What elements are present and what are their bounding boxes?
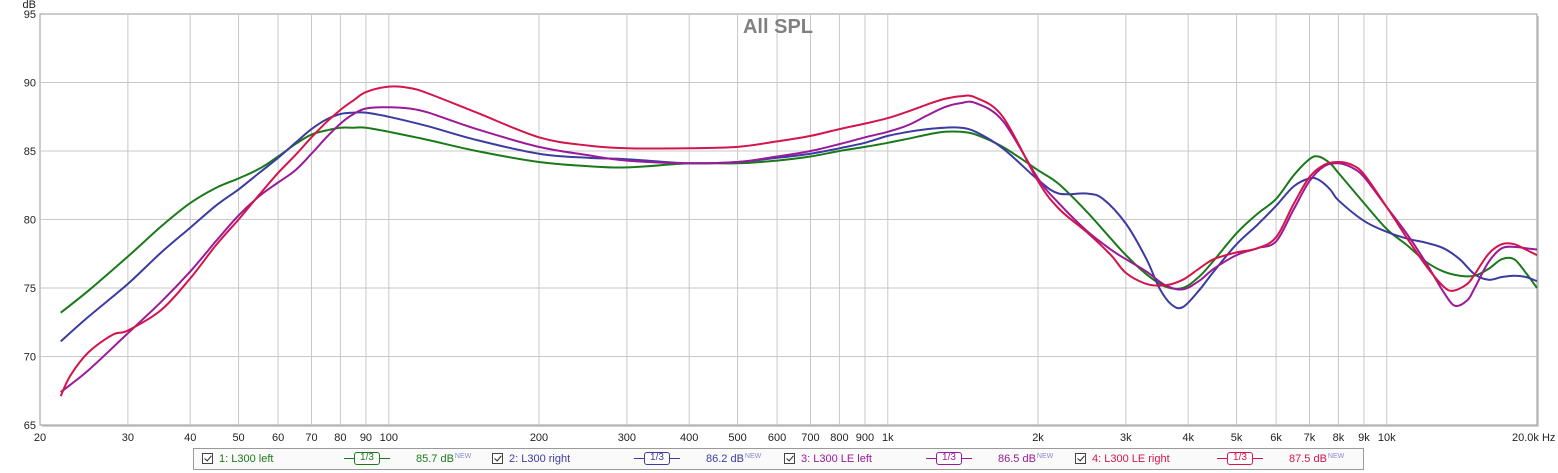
series-lines: [59, 85, 1538, 397]
y-tick-label: 70: [24, 352, 36, 364]
y-tick-label: 85: [24, 146, 36, 158]
x-tick-label: 20: [34, 432, 46, 444]
spl-chart[interactable]: 65 70 75 80 85 90 95 20 30 40 50 60 70 80 90 100 200 300 4…: [0, 0, 1558, 448]
legend-label-2: 2: L300 right: [509, 453, 571, 465]
legend-label-3: 3: L300 LE left: [801, 453, 872, 465]
legend-level-2: 86.2 dBNEW: [706, 453, 761, 465]
x-tick-label: 20.0k Hz: [1512, 432, 1555, 444]
x-tick-label: 9k: [1358, 432, 1370, 444]
smoothing-button-2[interactable]: 1/3: [634, 452, 680, 465]
x-tick-label: 300: [618, 432, 636, 444]
level-value-4: 87.5 dB: [1289, 453, 1327, 465]
y-tick-label: 95: [24, 9, 36, 21]
smoothing-button-1[interactable]: 1/3: [344, 452, 390, 465]
legend-label-4: 4: L300 LE right: [1092, 453, 1170, 465]
x-tick-label: 100: [380, 432, 398, 444]
x-tick-label: 30: [122, 432, 134, 444]
level-value-3: 86.5 dB: [998, 453, 1036, 465]
x-tick-label: 3k: [1120, 432, 1132, 444]
x-tick-label: 2k: [1032, 432, 1044, 444]
chart-title: All SPL: [743, 16, 813, 38]
series-line-4: [59, 85, 1538, 397]
x-tick-label: 8k: [1333, 432, 1345, 444]
y-tick-label: 65: [24, 420, 36, 432]
legend-entry-3[interactable]: 3: L300 LE left 1/3 86.5 dBNEW: [776, 449, 1068, 469]
legend-checkbox-3[interactable]: [784, 453, 795, 464]
x-tick-label: 80: [334, 432, 346, 444]
x-tick-label: 60: [272, 432, 284, 444]
level-value-1: 85.7 dB: [416, 453, 454, 465]
x-tick-label: 800: [830, 432, 848, 444]
x-tick-label: 40: [184, 432, 196, 444]
x-tick-label: 7k: [1304, 432, 1316, 444]
x-tick-label: 700: [801, 432, 819, 444]
y-tick-label: 90: [24, 78, 36, 90]
y-tick-label: 75: [24, 283, 36, 295]
new-badge-2: NEW: [744, 453, 762, 460]
x-tick-label: 400: [680, 432, 698, 444]
level-value-2: 86.2 dB: [706, 453, 744, 465]
series-line-1: [60, 126, 1538, 314]
x-tick-label: 10k: [1378, 432, 1396, 444]
x-tick-label: 70: [305, 432, 317, 444]
legend-entry-1[interactable]: 1: L300 left 1/3 85.7 dBNEW: [194, 449, 486, 469]
legend-checkbox-2[interactable]: [492, 453, 503, 464]
tick-labels: 65 70 75 80 85 90 95 20 30 40 50 60 70 80 90 100 200 300 4…: [24, 9, 1556, 444]
x-tick-label: 1k: [882, 432, 894, 444]
x-tick-label: 600: [768, 432, 786, 444]
x-tick-label: 900: [856, 432, 874, 444]
x-tick-label: 200: [530, 432, 548, 444]
legend-level-1: 85.7 dBNEW: [416, 453, 471, 465]
legend-label-1: 1: L300 left: [219, 453, 274, 465]
new-badge-3: NEW: [1036, 453, 1054, 460]
new-badge-4: NEW: [1327, 453, 1345, 460]
smoothing-button-4[interactable]: 1/3: [1217, 452, 1263, 465]
y-tick-label: 80: [24, 215, 36, 227]
legend-checkbox-4[interactable]: [1075, 453, 1086, 464]
x-tick-label: 90: [360, 432, 372, 444]
legend-level-3: 86.5 dBNEW: [998, 453, 1053, 465]
y-axis-unit-label: dB: [23, 0, 36, 11]
legend-entry-2[interactable]: 2: L300 right 1/3 86.2 dBNEW: [484, 449, 776, 469]
x-tick-label: 5k: [1231, 432, 1243, 444]
smoothing-button-3[interactable]: 1/3: [926, 452, 972, 465]
x-tick-label: 50: [232, 432, 244, 444]
x-tick-label: 6k: [1270, 432, 1282, 444]
legend-checkbox-1[interactable]: [202, 453, 213, 464]
legend-entry-4[interactable]: 4: L300 LE right 1/3 87.5 dBNEW: [1067, 449, 1359, 469]
x-tick-label: 4k: [1182, 432, 1194, 444]
legend-level-4: 87.5 dBNEW: [1289, 453, 1344, 465]
series-line-2: [60, 111, 1538, 343]
x-tick-label: 500: [728, 432, 746, 444]
new-badge-1: NEW: [454, 453, 472, 460]
legend: 1: L300 left 1/3 85.7 dBNEW 2: L300 righ…: [193, 448, 1364, 470]
